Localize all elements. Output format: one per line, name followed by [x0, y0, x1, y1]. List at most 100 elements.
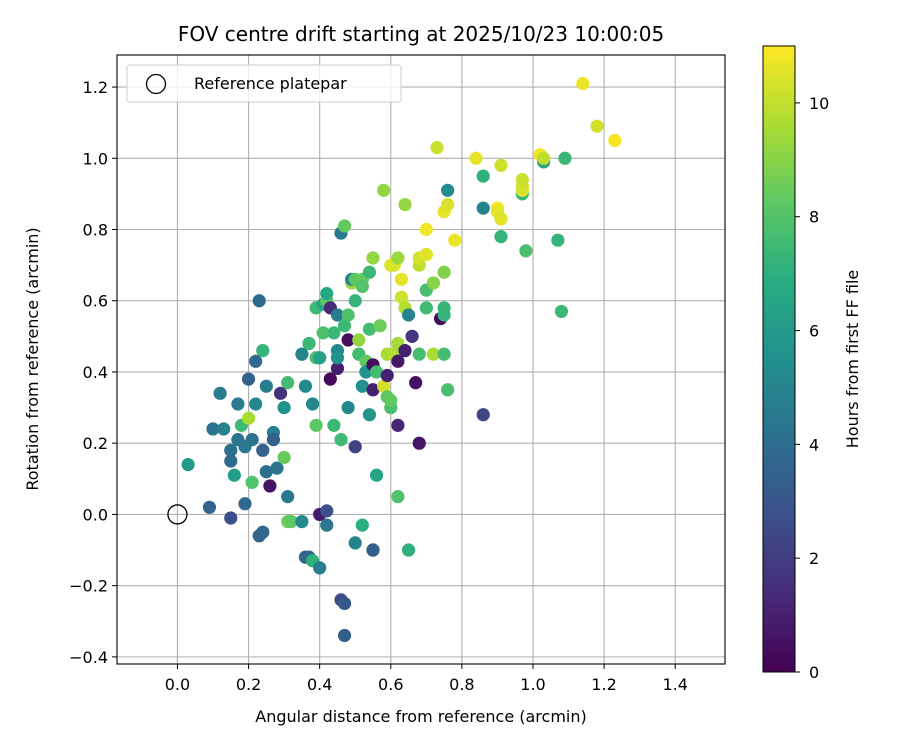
y-tick-label: 0.2	[83, 434, 108, 453]
data-point	[355, 279, 369, 294]
plot-frame	[116, 54, 726, 665]
data-point	[270, 461, 284, 475]
data-point	[224, 443, 238, 457]
data-point	[401, 308, 416, 322]
data-point	[256, 525, 270, 539]
y-tick-label: −0.4	[69, 648, 108, 667]
data-point	[313, 351, 327, 365]
colorbar-tick-label: 6	[809, 322, 819, 341]
data-point	[366, 543, 380, 557]
data-point	[298, 379, 313, 393]
colorbar-label: Hours from first FF file	[843, 270, 862, 449]
data-point	[412, 436, 426, 450]
data-point	[256, 343, 270, 358]
data-point	[377, 379, 391, 393]
data-point	[494, 212, 508, 226]
data-point	[348, 440, 362, 454]
data-point	[206, 422, 220, 436]
data-point	[366, 251, 380, 265]
y-axis-ticks: −0.4 −0.2 0.0 0.2 0.4 0.6 0.8 1.0 1.2	[69, 78, 117, 667]
colorbar-tick-label: 10	[809, 94, 829, 113]
grid-lines	[117, 55, 725, 664]
data-point	[369, 468, 384, 482]
data-point	[316, 326, 330, 340]
data-point	[245, 433, 259, 447]
data-point	[341, 333, 355, 347]
data-point	[494, 158, 508, 173]
data-point	[419, 247, 433, 262]
data-point	[590, 119, 604, 133]
data-point	[337, 628, 352, 643]
data-point	[341, 400, 355, 415]
data-point	[373, 319, 387, 333]
data-point	[259, 379, 273, 393]
data-point	[249, 397, 263, 411]
x-tick-label: 0.2	[236, 675, 261, 694]
data-point	[476, 408, 490, 422]
data-point	[320, 518, 334, 532]
data-point	[362, 265, 377, 279]
y-tick-label: 1.0	[83, 149, 108, 168]
colorbar-tick-label: 8	[809, 208, 819, 227]
data-point	[259, 465, 273, 479]
data-point	[213, 386, 227, 400]
legend-box	[126, 64, 402, 103]
data-point	[295, 347, 309, 361]
data-point	[391, 418, 405, 432]
data-point	[384, 393, 398, 408]
data-point	[327, 326, 341, 340]
data-point	[277, 400, 291, 415]
data-point	[419, 301, 433, 315]
data-point	[391, 354, 405, 368]
data-point	[263, 479, 277, 493]
data-point	[281, 376, 295, 390]
legend: Reference platepar	[126, 64, 402, 103]
data-point	[309, 418, 323, 432]
data-point	[391, 490, 405, 504]
data-point	[245, 475, 259, 489]
legend-label: Reference platepar	[194, 74, 347, 93]
legend-marker-open-circle	[145, 73, 167, 95]
data-point	[394, 290, 409, 304]
x-tick-label: 0.4	[307, 675, 332, 694]
y-axis-label: Rotation from reference (arcmin)	[23, 227, 42, 490]
colorbar-gradient	[762, 45, 796, 673]
data-point	[448, 233, 462, 247]
data-points	[181, 76, 622, 643]
data-point	[330, 308, 345, 322]
y-tick-label: 1.2	[83, 78, 108, 97]
data-point	[494, 230, 508, 244]
data-point	[337, 319, 352, 333]
data-point	[441, 183, 455, 197]
data-point	[227, 468, 241, 482]
data-point	[320, 287, 334, 301]
chart-title: FOV centre drift starting at 2025/10/23 …	[178, 22, 664, 46]
data-point	[330, 361, 345, 376]
data-point	[334, 433, 348, 447]
data-point	[320, 504, 334, 518]
data-point	[441, 383, 455, 397]
y-tick-label: 0.8	[83, 221, 108, 240]
data-point	[398, 197, 412, 212]
data-point	[231, 397, 245, 411]
data-point	[476, 201, 490, 215]
colorbar: 0 2 4 6 8 10 Hours from first FF file	[762, 45, 862, 682]
data-point	[380, 368, 394, 383]
data-point	[217, 422, 231, 436]
data-point	[430, 140, 444, 155]
colorbar-tick-label: 4	[809, 435, 819, 454]
data-point	[362, 408, 377, 422]
data-point	[348, 294, 362, 308]
data-point	[337, 596, 352, 611]
y-tick-label: −0.2	[69, 577, 108, 596]
y-tick-label: 0.0	[83, 505, 108, 524]
colorbar-ticks: 0 2 4 6 8 10	[795, 94, 829, 682]
data-point	[249, 354, 263, 368]
x-tick-label: 1.0	[520, 675, 545, 694]
data-point	[369, 365, 384, 379]
data-point	[391, 251, 405, 265]
data-point	[437, 301, 451, 315]
data-point	[302, 336, 316, 351]
data-point	[405, 329, 419, 343]
